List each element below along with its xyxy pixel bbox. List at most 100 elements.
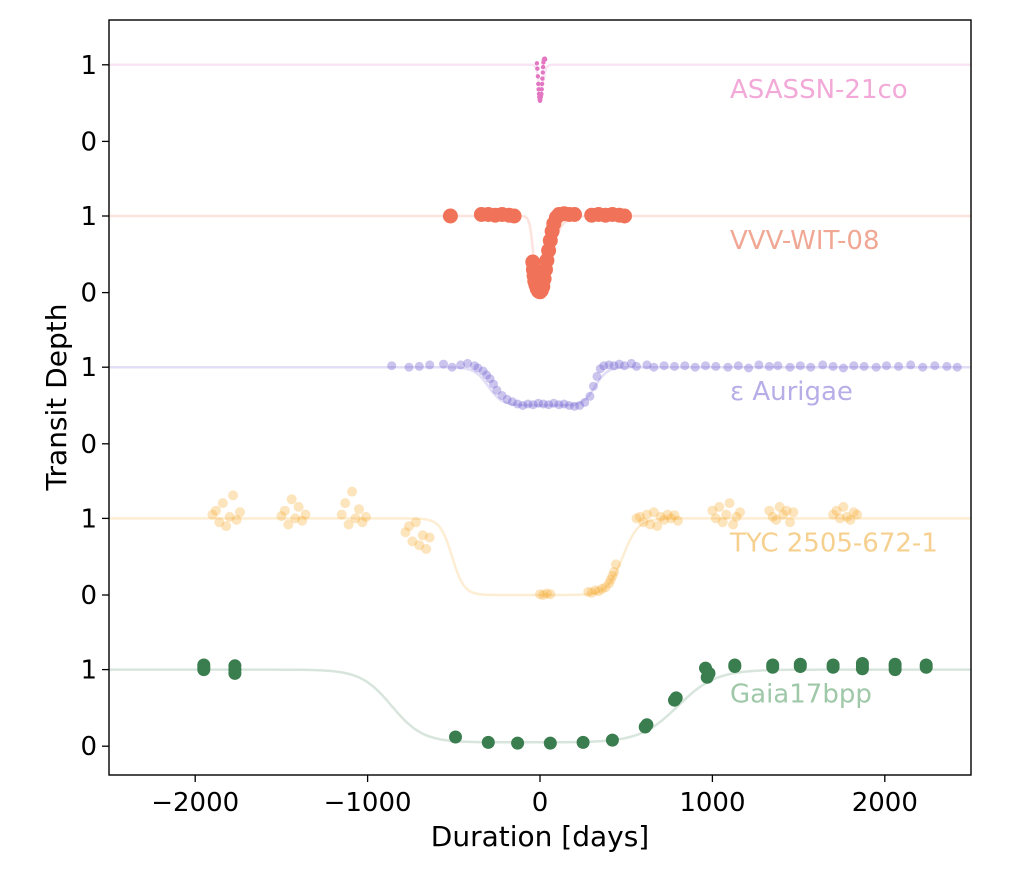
data-point bbox=[859, 361, 869, 371]
data-point bbox=[580, 397, 590, 407]
data-point bbox=[806, 362, 816, 372]
data-point bbox=[828, 509, 839, 520]
data-point bbox=[648, 507, 659, 518]
data-point bbox=[539, 81, 545, 87]
data-point bbox=[497, 391, 507, 400]
data-point bbox=[528, 400, 538, 410]
data-point bbox=[701, 361, 710, 371]
data-point bbox=[659, 514, 670, 525]
data-point bbox=[293, 501, 304, 512]
data-point bbox=[599, 361, 609, 371]
y-tick-label: 1 bbox=[80, 504, 97, 534]
data-point bbox=[597, 583, 608, 594]
series-2: ε Aurigae bbox=[109, 358, 971, 411]
data-point bbox=[793, 660, 807, 673]
data-point bbox=[228, 666, 242, 680]
data-point bbox=[604, 578, 614, 589]
data-point bbox=[534, 61, 540, 66]
data-point bbox=[942, 361, 952, 371]
data-point bbox=[357, 517, 368, 528]
data-point bbox=[609, 361, 619, 371]
data-point bbox=[545, 589, 556, 600]
data-point bbox=[764, 505, 775, 516]
data-point bbox=[554, 400, 564, 410]
data-point bbox=[774, 501, 785, 512]
y-tick-label: 1 bbox=[80, 202, 97, 232]
plot-content: ASASSN-21co VVV-WIT-08 ε Aurigae TYC 2505-6… bbox=[109, 56, 971, 750]
data-point bbox=[649, 362, 659, 372]
data-point bbox=[576, 735, 590, 749]
data-point bbox=[724, 498, 735, 509]
data-point bbox=[523, 399, 533, 409]
data-point bbox=[279, 505, 290, 516]
data-point bbox=[852, 509, 863, 520]
data-point bbox=[228, 490, 239, 501]
data-point bbox=[773, 361, 783, 371]
data-point bbox=[404, 362, 414, 372]
data-point bbox=[535, 589, 545, 600]
data-point bbox=[662, 509, 673, 520]
x-tick-label: 2000 bbox=[852, 788, 918, 818]
data-point bbox=[710, 513, 721, 524]
y-tick-label: 1 bbox=[80, 353, 97, 383]
data-point bbox=[605, 574, 616, 585]
data-point bbox=[605, 733, 619, 747]
data-point bbox=[952, 362, 962, 372]
data-point bbox=[539, 91, 544, 97]
data-point bbox=[583, 586, 594, 597]
data-point bbox=[626, 358, 636, 368]
data-point bbox=[638, 517, 649, 528]
data-point bbox=[518, 401, 528, 410]
data-point bbox=[642, 360, 652, 370]
model-curve bbox=[109, 517, 971, 597]
y-tick-label: 0 bbox=[80, 430, 97, 460]
data-point bbox=[855, 662, 869, 676]
data-point bbox=[217, 498, 228, 509]
data-point bbox=[838, 363, 848, 373]
data-point bbox=[485, 374, 495, 384]
data-point bbox=[849, 361, 859, 371]
data-point bbox=[728, 519, 739, 530]
data-point bbox=[489, 379, 498, 389]
data-point bbox=[297, 515, 308, 526]
data-point bbox=[590, 585, 601, 596]
data-point bbox=[541, 588, 552, 599]
x-tick-label: 1000 bbox=[679, 788, 745, 818]
data-point bbox=[766, 660, 780, 674]
data-point bbox=[610, 559, 621, 570]
series-label: Gaia17bpp bbox=[730, 680, 872, 710]
data-point bbox=[702, 666, 716, 680]
data-point bbox=[728, 660, 742, 673]
data-point bbox=[831, 505, 842, 516]
data-point bbox=[754, 360, 764, 370]
data-point bbox=[744, 363, 754, 373]
series-3: TYC 2505-672-1 bbox=[109, 486, 971, 600]
data-point bbox=[828, 361, 838, 371]
data-point bbox=[781, 505, 792, 516]
data-point bbox=[414, 361, 424, 371]
data-point bbox=[404, 521, 414, 532]
data-point bbox=[645, 519, 656, 530]
data-point bbox=[785, 362, 795, 372]
data-point bbox=[290, 513, 301, 524]
data-point bbox=[447, 362, 457, 372]
data-point bbox=[540, 76, 545, 81]
data-point bbox=[567, 207, 582, 222]
data-point bbox=[511, 736, 525, 750]
data-point bbox=[340, 498, 351, 509]
data-point bbox=[778, 509, 789, 520]
data-point bbox=[918, 362, 928, 372]
data-point bbox=[506, 208, 522, 224]
y-tick-label: 0 bbox=[80, 581, 97, 611]
data-point bbox=[425, 360, 435, 370]
data-point bbox=[197, 663, 211, 677]
series-0: ASASSN-21co bbox=[109, 56, 971, 105]
data-point bbox=[564, 401, 574, 410]
x-tick-label: −2000 bbox=[151, 788, 239, 818]
data-point bbox=[536, 81, 541, 87]
data-point bbox=[585, 391, 595, 401]
y-tick-label: 1 bbox=[80, 51, 97, 81]
x-axis-label: Duration [days] bbox=[431, 820, 649, 853]
y-axis-label: Transit Depth bbox=[40, 304, 73, 492]
